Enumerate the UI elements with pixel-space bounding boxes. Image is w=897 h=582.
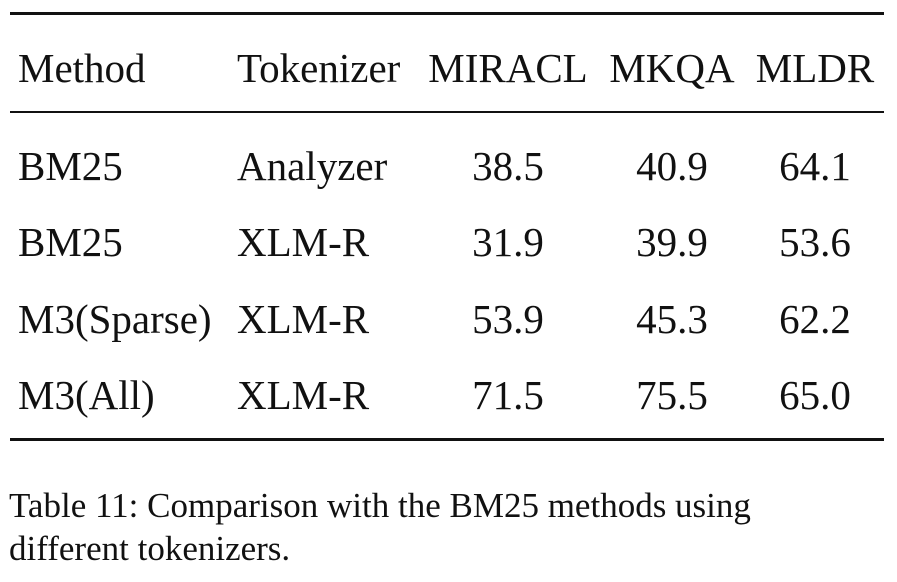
table-cell: XLM-R (237, 219, 370, 265)
table-cell: 53.6 (779, 219, 851, 265)
table-cell: XLM-R (237, 372, 370, 418)
table-caption-line-1: Table 11: Comparison with the BM25 metho… (9, 486, 751, 525)
column-header: Tokenizer (237, 45, 401, 91)
table-cell: BM25 (18, 143, 123, 189)
table-cell: Analyzer (237, 143, 388, 189)
table-cell: 40.9 (636, 143, 708, 189)
table-cell: 71.5 (472, 372, 544, 418)
table-cell: 39.9 (636, 219, 708, 265)
table-cell: M3(All) (18, 372, 155, 418)
bottom-rule (10, 438, 884, 441)
table-cell: M3(Sparse) (18, 296, 212, 342)
table-cell: 62.2 (779, 296, 851, 342)
column-header: MLDR (755, 45, 875, 91)
header-rule (10, 111, 884, 113)
table-caption-line-2: different tokenizers. (9, 529, 291, 568)
column-header: MIRACL (428, 45, 588, 91)
table-cell: XLM-R (237, 296, 370, 342)
table-cell: 31.9 (472, 219, 544, 265)
table-cell: 38.5 (472, 143, 544, 189)
table-cell: BM25 (18, 219, 123, 265)
table-cell: 75.5 (636, 372, 708, 418)
table-cell: 64.1 (779, 143, 851, 189)
column-header: MKQA (609, 45, 735, 91)
table-cell: 53.9 (472, 296, 544, 342)
top-rule (10, 12, 884, 15)
table-cell: 65.0 (779, 372, 851, 418)
table-cell: 45.3 (636, 296, 708, 342)
column-header: Method (18, 45, 146, 91)
